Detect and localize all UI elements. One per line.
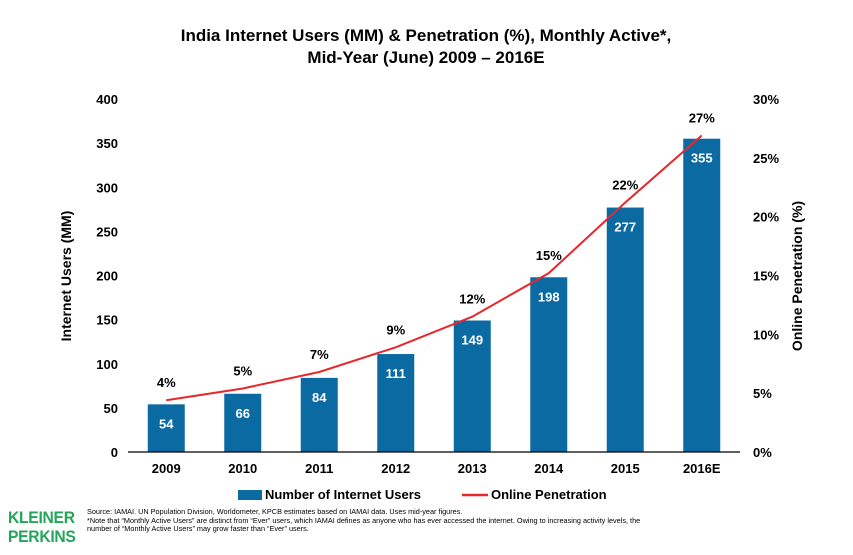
bar-value-label: 111 [386,366,406,381]
bar-value-label: 66 [236,406,250,421]
legend: Number of Internet Users Online Penetrat… [238,487,607,500]
legend-bar-swatch [238,490,262,500]
right-tick-label: 5% [753,386,772,401]
bar-value-label: 149 [461,333,483,348]
penetration-label: 15% [536,248,562,263]
penetration-label: 9% [386,322,405,337]
combo-chart: India Internet Users (MM) & Penetration … [58,26,805,500]
legend-line-label: Online Penetration [491,487,607,500]
right-tick-label: 0% [753,445,772,460]
right-tick-label: 30% [753,92,779,107]
left-tick-label: 400 [96,92,118,107]
source-note: Source: IAMAI. UN Population Division, W… [87,507,647,534]
penetration-line [166,134,703,402]
right-tick-label: 10% [753,327,779,342]
bar-value-label: 84 [312,390,327,405]
chart-title-line-2: Mid-Year (June) 2009 – 2016E [307,48,544,67]
chart-title-line-1: India Internet Users (MM) & Penetration … [181,26,672,45]
penetration-labels: 4% 5% 7% 9% 12% 15% 22% 27% [157,110,715,390]
bar [530,277,568,452]
x-tick-label: 2010 [228,461,257,476]
penetration-label: 4% [157,375,176,390]
x-tick-label: 2014 [534,461,564,476]
legend-bar-label: Number of Internet Users [265,487,421,500]
right-axis-title: Online Penetration (%) [789,201,805,351]
bar [377,354,415,452]
kleiner-perkins-logo: KLEINER PERKINS [8,508,76,546]
bar [683,138,721,452]
right-tick-label: 15% [753,269,779,284]
right-tick-label: 20% [753,210,779,225]
left-tick-label: 50 [104,401,118,416]
bar [300,377,338,452]
bar-value-label: 355 [691,151,713,166]
right-tick-label: 25% [753,151,779,166]
left-tick-label: 100 [96,357,118,372]
bar [147,404,185,452]
left-tick-label: 150 [96,313,118,328]
penetration-label: 5% [233,363,252,378]
source-text: Source: IAMAI. UN Population Division, W… [87,507,463,516]
penetration-label: 12% [459,292,485,307]
bar-value-label: 198 [538,289,560,304]
x-tick-label: 2016E [683,461,721,476]
penetration-label: 27% [689,110,715,125]
right-axis-ticks: 0% 5% 10% 15% 20% 25% 30% [753,92,779,460]
x-tick-label: 2011 [305,461,333,476]
bar-series [147,138,721,452]
bar [224,393,262,452]
footer: KLEINER PERKINS Source: IAMAI. UN Popula… [0,500,853,555]
x-axis-ticks: 2009 2010 2011 2012 2013 2014 2015 2016E [152,461,721,476]
logo-line-2: PERKINS [8,527,76,546]
bar [606,207,644,452]
x-tick-label: 2009 [152,461,181,476]
bar-value-label: 277 [614,220,636,235]
logo-line-1: KLEINER [8,508,75,527]
bar-value-labels: 54 66 84 111 149 198 277 355 [159,151,713,432]
left-tick-label: 350 [96,136,118,151]
left-tick-label: 200 [96,269,118,284]
x-tick-label: 2012 [381,461,410,476]
left-tick-label: 0 [111,445,118,460]
x-tick-label: 2015 [611,461,640,476]
bar-value-label: 54 [159,416,174,431]
penetration-label: 7% [310,347,329,362]
penetration-label: 22% [612,178,638,193]
bar [453,320,491,452]
note-text: *Note that “Monthly Active Users” are di… [87,515,641,534]
x-tick-label: 2013 [458,461,487,476]
left-tick-label: 300 [96,180,118,195]
left-axis-title: Internet Users (MM) [58,211,74,342]
left-axis-ticks: 0 50 100 150 200 250 300 350 400 [96,92,118,460]
left-tick-label: 250 [96,224,118,239]
